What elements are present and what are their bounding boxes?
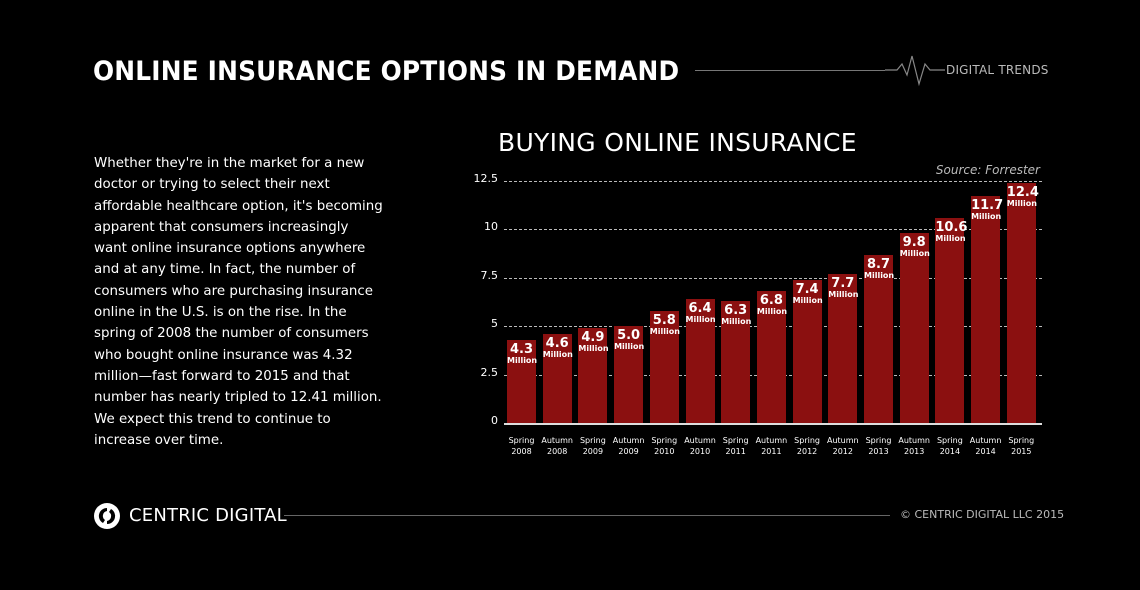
bar: 12.4 Million xyxy=(1006,182,1039,423)
x-tick-label: Spring 2014 xyxy=(936,436,963,456)
gridline xyxy=(504,277,1042,279)
bar-value-label: 7.4 xyxy=(795,281,819,297)
bar-unit-label: Million xyxy=(899,249,930,259)
heartbeat-line-icon xyxy=(885,55,945,87)
bar-unit-label: Million xyxy=(578,344,609,354)
x-tick-label: Spring 2015 xyxy=(1008,436,1035,456)
bar: 8.7 Million xyxy=(864,254,895,423)
bar: 7.4 Million xyxy=(792,279,823,423)
bar-value-label: 6.4 xyxy=(688,301,712,317)
x-tick-label: Autumn 2009 xyxy=(612,436,645,456)
y-tick-label: 10 xyxy=(484,220,498,234)
bar-unit-label: Million xyxy=(792,295,823,305)
x-tick-label: Spring 2011 xyxy=(722,436,749,456)
bar-value-label: 4.3 xyxy=(509,341,534,357)
header-divider xyxy=(695,70,885,71)
y-tick-label: 7.5 xyxy=(480,268,499,282)
bar-value-label: 9.8 xyxy=(902,235,926,251)
bar-unit-label: Million xyxy=(721,317,752,327)
x-tick-label: Spring 2010 xyxy=(651,436,678,456)
page-title: ONLINE INSURANCE OPTIONS IN DEMAND xyxy=(93,56,680,87)
x-tick-label: Spring 2008 xyxy=(508,436,535,456)
bar-unit-label: Million xyxy=(756,307,788,317)
bar-unit-label: Million xyxy=(685,315,716,325)
bar-unit-label: Million xyxy=(507,355,538,365)
bar-unit-label: Million xyxy=(1006,198,1037,208)
x-tick-label: Autumn 2014 xyxy=(969,436,1002,456)
bar: 4.3 Million xyxy=(507,339,538,423)
bar-unit-label: Million xyxy=(828,289,859,299)
gridline xyxy=(504,229,1042,231)
y-tick-label: 0 xyxy=(491,414,498,427)
y-tick-label: 12.5 xyxy=(473,172,499,185)
bar: 5.8 Million xyxy=(649,310,680,423)
bar-value-label: 8.7 xyxy=(866,256,891,272)
copyright: © CENTRIC DIGITAL LLC 2015 xyxy=(900,508,1065,521)
bar: 6.4 Million xyxy=(685,299,716,423)
x-tick-label: Autumn 2011 xyxy=(755,436,788,456)
bar-value-label: 5.8 xyxy=(652,312,676,328)
y-tick-label: 5 xyxy=(491,317,498,331)
x-tick-label: Spring 2009 xyxy=(579,436,606,456)
bar: 4.6 Million xyxy=(542,333,573,423)
bar-value-label: 5.0 xyxy=(617,328,641,344)
x-tick-label: Autumn 2013 xyxy=(898,436,930,456)
bar-chart: 0 2.5 5 7.5 10 12.5 4.3 Million Spring 2008 4.6 Mil… xyxy=(470,170,1050,470)
bar: 6.8 Million xyxy=(756,291,788,423)
bar: 10.6 Million xyxy=(935,217,968,423)
bar-unit-label: Million xyxy=(614,342,645,352)
x-tick-label: Autumn 2008 xyxy=(541,436,573,456)
x-tick-label: Autumn 2012 xyxy=(826,436,859,456)
bar: 9.8 Million xyxy=(899,233,930,423)
gridline xyxy=(504,181,1042,182)
footer-divider xyxy=(284,515,890,516)
brand-name: CENTRIC DIGITAL xyxy=(129,505,287,526)
chart-source: Source: Forrester xyxy=(935,163,1040,177)
bar-value-label: 7.7 xyxy=(831,275,855,291)
chart-title: BUYING ONLINE INSURANCE xyxy=(498,128,857,157)
bar-value-label: 4.6 xyxy=(545,335,569,351)
centric-digital-logo-icon xyxy=(94,503,120,529)
intro-paragraph: Whether they're in the market for a new … xyxy=(94,156,383,448)
bar: 4.9 Million xyxy=(578,328,609,423)
bar-value-label: 12.4 xyxy=(1006,184,1039,200)
bar-value-label: 6.3 xyxy=(724,303,748,319)
bar-unit-label: Million xyxy=(935,233,966,243)
bar: 5.0 Million xyxy=(614,326,645,423)
y-tick-label: 2.5 xyxy=(480,365,499,379)
bar: 6.3 Million xyxy=(721,301,752,423)
bar-unit-label: Million xyxy=(542,349,573,359)
bar-unit-label: Million xyxy=(864,270,895,280)
bar-unit-label: Million xyxy=(971,212,1002,222)
bar-value-label: 6.8 xyxy=(759,293,783,309)
x-tick-label: Autumn 2010 xyxy=(684,436,716,456)
bar: 11.7 Million xyxy=(971,196,1004,423)
bar-value-label: 10.6 xyxy=(935,219,968,235)
bar: 7.7 Million xyxy=(828,273,859,423)
bar-value-label: 11.7 xyxy=(971,198,1004,214)
bar-value-label: 4.9 xyxy=(581,330,605,346)
x-tick-label: Spring 2012 xyxy=(794,436,820,456)
section-tag: DIGITAL TRENDS xyxy=(946,63,1049,77)
x-tick-label: Spring 2013 xyxy=(865,436,892,456)
x-axis-baseline xyxy=(504,423,1042,425)
bar-unit-label: Million xyxy=(649,326,680,336)
